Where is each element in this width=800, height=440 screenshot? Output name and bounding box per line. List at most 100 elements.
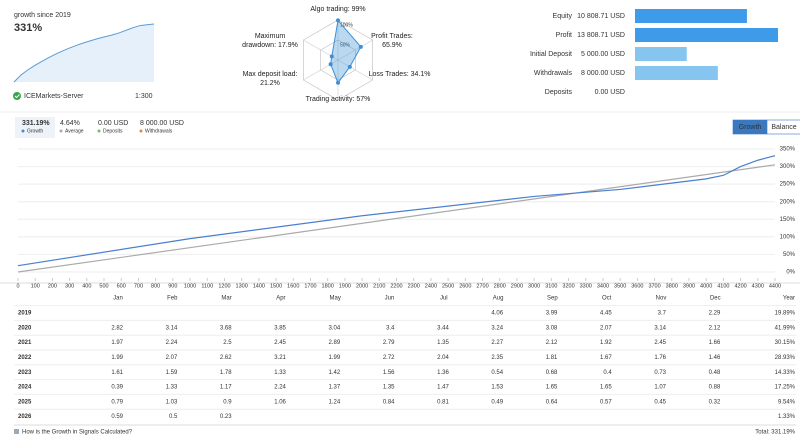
server-name[interactable]: ICEMarkets-Server: [24, 93, 84, 100]
stat-value: 13 808.71 USD: [577, 32, 625, 39]
x-tick-label: 1800: [322, 283, 334, 289]
growth-title: growth since 2019: [14, 12, 71, 19]
y-tick-label: 250%: [780, 182, 796, 188]
x-tick-label: 800: [151, 283, 160, 289]
x-tick-label: 200: [48, 283, 57, 289]
growth-line: [17, 155, 776, 267]
table-cell: 1.76: [654, 355, 666, 361]
x-tick-label: 2600: [459, 283, 471, 289]
row-year: 2026: [18, 414, 32, 420]
table-cell: 2.72: [383, 355, 395, 361]
help-link[interactable]: How is the Growth in Signals Calculated?: [22, 430, 133, 436]
table-cell: 2.07: [166, 355, 178, 361]
y-tick-label: 50%: [783, 252, 796, 258]
row-year: 2019: [18, 311, 32, 317]
radar-label: Profit Trades: 65.9%: [371, 33, 413, 49]
x-tick-label: 1600: [287, 283, 299, 289]
table-header: Jan: [113, 296, 123, 302]
stat-label: Deposits: [545, 89, 573, 96]
table-cell: 3.85: [274, 325, 286, 331]
table-cell: 3.24: [491, 325, 503, 331]
x-tick-label: 1000: [184, 283, 196, 289]
table-cell: 1.33: [166, 385, 178, 391]
table-header: Apr: [276, 296, 285, 302]
x-tick-label: 600: [117, 283, 126, 289]
table-cell: 1.06: [274, 399, 286, 405]
row-year: 2021: [18, 340, 32, 346]
growth-line: [17, 164, 776, 273]
table-header: Year: [783, 296, 795, 302]
x-tick-label: 1700: [304, 283, 316, 289]
summary-value: 8 000.00 USD: [140, 120, 184, 127]
x-tick-label: 3500: [614, 283, 626, 289]
x-tick-label: 700: [134, 283, 143, 289]
table-cell: 1.66: [709, 340, 721, 346]
table-cell: 0.68: [546, 370, 558, 376]
summary-dot: [59, 129, 63, 133]
table-cell: 2.45: [274, 340, 286, 346]
table-cell: 1.46: [709, 355, 721, 361]
radar-spoke: [337, 39, 373, 61]
table-cell: 3.08: [546, 325, 558, 331]
tab-label[interactable]: Balance: [771, 124, 796, 131]
summary-label: Average: [65, 128, 84, 134]
table-header: May: [330, 296, 341, 302]
y-tick-label: 300%: [780, 164, 796, 170]
x-tick-label: 2900: [511, 283, 523, 289]
x-tick-label: 1900: [339, 283, 351, 289]
table-cell: 1.61: [111, 370, 123, 376]
summary-dot: [97, 129, 101, 133]
summary-label: Withdrawals: [145, 128, 173, 134]
x-tick-label: 2200: [390, 283, 402, 289]
x-tick-label: 3700: [648, 283, 660, 289]
table-cell: 2.12: [546, 340, 558, 346]
table-cell: 1.99: [329, 355, 341, 361]
stat-value: 0.00 USD: [595, 89, 625, 96]
table-cell: 0.45: [654, 399, 666, 405]
table-cell: 14.33%: [775, 370, 796, 376]
radar-label: Trading activity: 57%: [305, 96, 371, 103]
table-cell: 0.54: [491, 370, 503, 376]
x-tick-label: 100: [31, 283, 40, 289]
x-tick-label: 2500: [442, 283, 454, 289]
table-cell: 2.29: [709, 311, 721, 317]
table-cell: 1.81: [546, 355, 558, 361]
table-cell: 0.59: [111, 414, 123, 420]
x-tick-label: 400: [82, 283, 91, 289]
table-cell: 41.99%: [775, 325, 796, 331]
table-cell: 4.06: [491, 311, 503, 317]
x-tick-label: 2000: [356, 283, 368, 289]
mini-line: [13, 23, 155, 83]
x-tick-label: 3800: [666, 283, 678, 289]
summary-dot: [21, 129, 25, 133]
table-cell: 1.24: [329, 399, 341, 405]
tab[interactable]: [766, 119, 800, 135]
table-cell: 1.99: [111, 355, 123, 361]
summary-label: Growth: [27, 128, 43, 134]
table-cell: 3.04: [329, 325, 341, 331]
x-tick-label: 3100: [545, 283, 557, 289]
x-tick-label: 2800: [494, 283, 506, 289]
table-cell: 3.99: [546, 311, 558, 317]
row-year: 2024: [18, 385, 32, 391]
table-cell: 0.4: [603, 370, 612, 376]
radar-label: Loss Trades: 34.1%: [368, 71, 431, 78]
x-tick-label: 1500: [270, 283, 282, 289]
tab-label[interactable]: Growth: [739, 124, 762, 131]
x-tick-label: 300: [65, 283, 74, 289]
table-cell: 0.84: [383, 399, 395, 405]
server-icon: [13, 92, 21, 100]
table-cell: 1.03: [166, 399, 178, 405]
stat-value: 5 000.00 USD: [581, 51, 625, 58]
radar-tick-label: 50%: [340, 42, 351, 48]
x-tick-label: 4100: [717, 283, 729, 289]
total: Total: 331.19%: [755, 430, 795, 436]
x-tick-label: 900: [168, 283, 177, 289]
x-tick-label: 3300: [580, 283, 592, 289]
table-cell: 2.24: [166, 340, 178, 346]
x-tick-label: 3200: [562, 283, 574, 289]
table-cell: 3.14: [654, 325, 666, 331]
radar-label: Max deposit load: 21.2%: [242, 71, 298, 87]
x-tick-label: 1200: [218, 283, 230, 289]
